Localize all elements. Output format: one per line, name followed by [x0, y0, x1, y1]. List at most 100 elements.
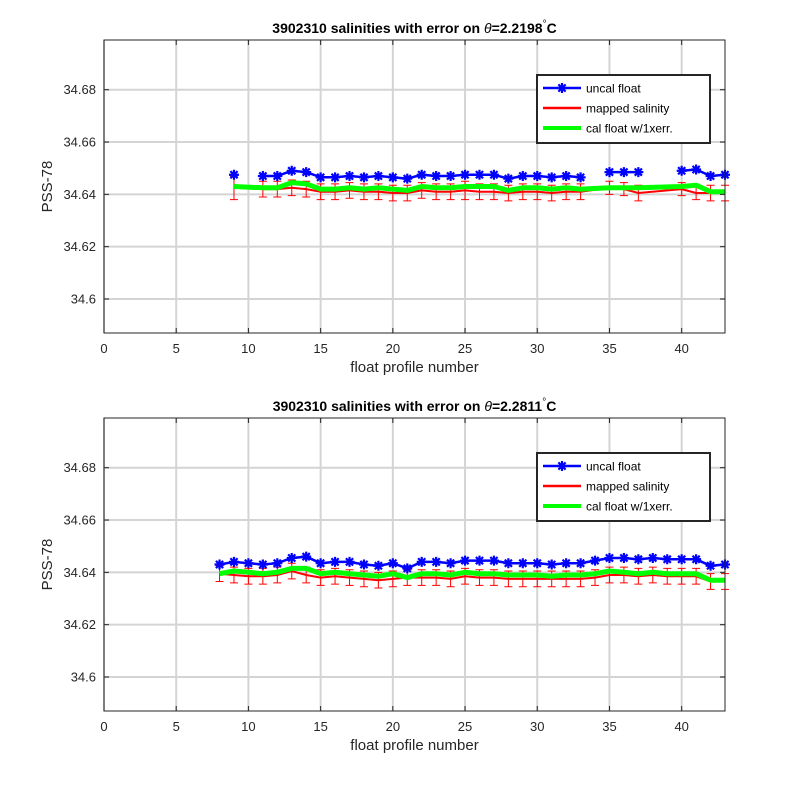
y-tick-label: 34.6 — [71, 669, 96, 684]
data-point-uncal-float — [373, 171, 384, 182]
data-point-uncal-float — [488, 169, 499, 180]
title-theta: θ — [484, 20, 492, 36]
chart-panel-1: 0 5 10 15 20 25 30 35 40 34.6 34.62 34.64 34.66 34.68… — [39, 19, 730, 376]
data-point-uncal-float — [243, 558, 254, 569]
series-line-cal-float — [219, 565, 725, 583]
data-point-uncal-float — [618, 167, 629, 178]
title-value: =2.2198 — [492, 20, 543, 36]
series-line-cal-float — [233, 180, 725, 195]
legend-marker — [557, 83, 567, 93]
data-point-uncal-float — [286, 552, 297, 563]
data-point-uncal-float — [373, 560, 384, 571]
data-point-uncal-float — [604, 167, 615, 178]
y-tick-label: 34.62 — [63, 617, 96, 632]
data-point-uncal-float — [561, 171, 572, 182]
data-point-uncal-float — [330, 556, 341, 567]
x-tick-label: 20 — [386, 719, 400, 734]
axes-box — [103, 417, 726, 712]
x-tick-label: 35 — [602, 341, 616, 356]
data-point-uncal-float — [503, 173, 514, 184]
data-point-uncal-float — [301, 167, 312, 178]
x-axis-label: float profile number — [350, 737, 478, 754]
legend: uncal float mapped salinity cal float w/1x… — [536, 452, 711, 522]
data-point-uncal-float — [344, 556, 355, 567]
x-tick-label: 0 — [100, 341, 107, 356]
data-point-uncal-float — [387, 558, 398, 569]
data-point-uncal-float — [618, 552, 629, 563]
data-point-uncal-float — [315, 558, 326, 569]
data-point-uncal-float — [344, 171, 355, 182]
y-tick-label: 34.62 — [63, 239, 96, 254]
x-tick-label: 10 — [241, 719, 255, 734]
data-point-uncal-float — [474, 555, 485, 566]
data-point-uncal-float — [387, 172, 398, 183]
x-tick-label: 30 — [530, 719, 544, 734]
y-tick-label: 34.68 — [63, 82, 96, 97]
data-point-uncal-float — [445, 171, 456, 182]
y-tick-label: 34.66 — [63, 135, 96, 150]
data-point-uncal-float — [301, 551, 312, 562]
data-point-uncal-float — [416, 556, 427, 567]
data-point-uncal-float — [402, 563, 413, 574]
x-tick-label: 25 — [458, 341, 472, 356]
data-point-uncal-float — [431, 171, 442, 182]
x-tick-label: 30 — [530, 341, 544, 356]
data-point-uncal-float — [647, 552, 658, 563]
data-point-uncal-float — [460, 169, 471, 180]
data-point-uncal-float — [272, 558, 283, 569]
title-theta: θ — [484, 398, 492, 414]
axes-box — [103, 39, 726, 334]
data-point-uncal-float — [416, 169, 427, 180]
y-tick-label: 34.68 — [63, 460, 96, 475]
x-tick-label: 15 — [313, 719, 327, 734]
data-point-uncal-float — [676, 165, 687, 176]
data-point-uncal-float — [691, 554, 702, 565]
data-point-uncal-float — [257, 171, 268, 182]
data-point-uncal-float — [503, 558, 514, 569]
data-point-uncal-float — [662, 554, 673, 565]
legend-marker — [557, 461, 567, 471]
series-line-mapped-salinity — [219, 569, 725, 583]
data-point-uncal-float — [488, 555, 499, 566]
title-prefix: 3902310 salinities with error on — [273, 398, 485, 414]
legend: uncal float mapped salinity cal float w/1x… — [536, 74, 711, 144]
x-tick-label: 20 — [386, 341, 400, 356]
data-point-uncal-float — [474, 169, 485, 180]
x-tick-label: 5 — [173, 719, 180, 734]
data-point-uncal-float — [561, 558, 572, 569]
data-point-uncal-float — [257, 559, 268, 570]
y-axis-label: PSS-78 — [39, 161, 56, 213]
data-point-uncal-float — [358, 559, 369, 570]
x-tick-label: 40 — [674, 341, 688, 356]
data-point-uncal-float — [633, 167, 644, 178]
legend-label: uncal float — [586, 82, 641, 96]
data-point-uncal-float — [532, 171, 543, 182]
title-prefix: 3902310 salinities with error on — [272, 20, 484, 36]
data-point-uncal-float — [546, 172, 557, 183]
data-point-uncal-float — [445, 558, 456, 569]
x-axis-label: float profile number — [350, 359, 478, 376]
x-tick-label: 35 — [602, 719, 616, 734]
chart-title: 3902310 salinities with error on θ=2.281… — [273, 397, 557, 414]
data-point-uncal-float — [705, 171, 716, 182]
y-tick-label: 34.64 — [63, 187, 96, 202]
data-point-uncal-float — [517, 558, 528, 569]
data-point-uncal-float — [228, 556, 239, 567]
legend-label: uncal float — [586, 460, 641, 474]
y-tick-label: 34.66 — [63, 513, 96, 528]
data-point-uncal-float — [460, 555, 471, 566]
title-unit: C — [547, 20, 557, 36]
chart-panel-2: 0 5 10 15 20 25 30 35 40 34.6 34.62 34.64 34.66 34.68… — [39, 397, 730, 754]
data-point-uncal-float — [228, 169, 239, 180]
data-point-uncal-float — [604, 552, 615, 563]
title-unit: C — [546, 398, 556, 414]
data-point-uncal-float — [691, 164, 702, 175]
legend-label: mapped salinity — [586, 102, 669, 116]
x-tick-label: 25 — [458, 719, 472, 734]
x-tick-label: 5 — [173, 341, 180, 356]
data-point-uncal-float — [315, 172, 326, 183]
data-point-uncal-float — [214, 559, 225, 570]
y-tick-label: 34.64 — [63, 565, 96, 580]
title-degree: ° — [543, 19, 547, 30]
